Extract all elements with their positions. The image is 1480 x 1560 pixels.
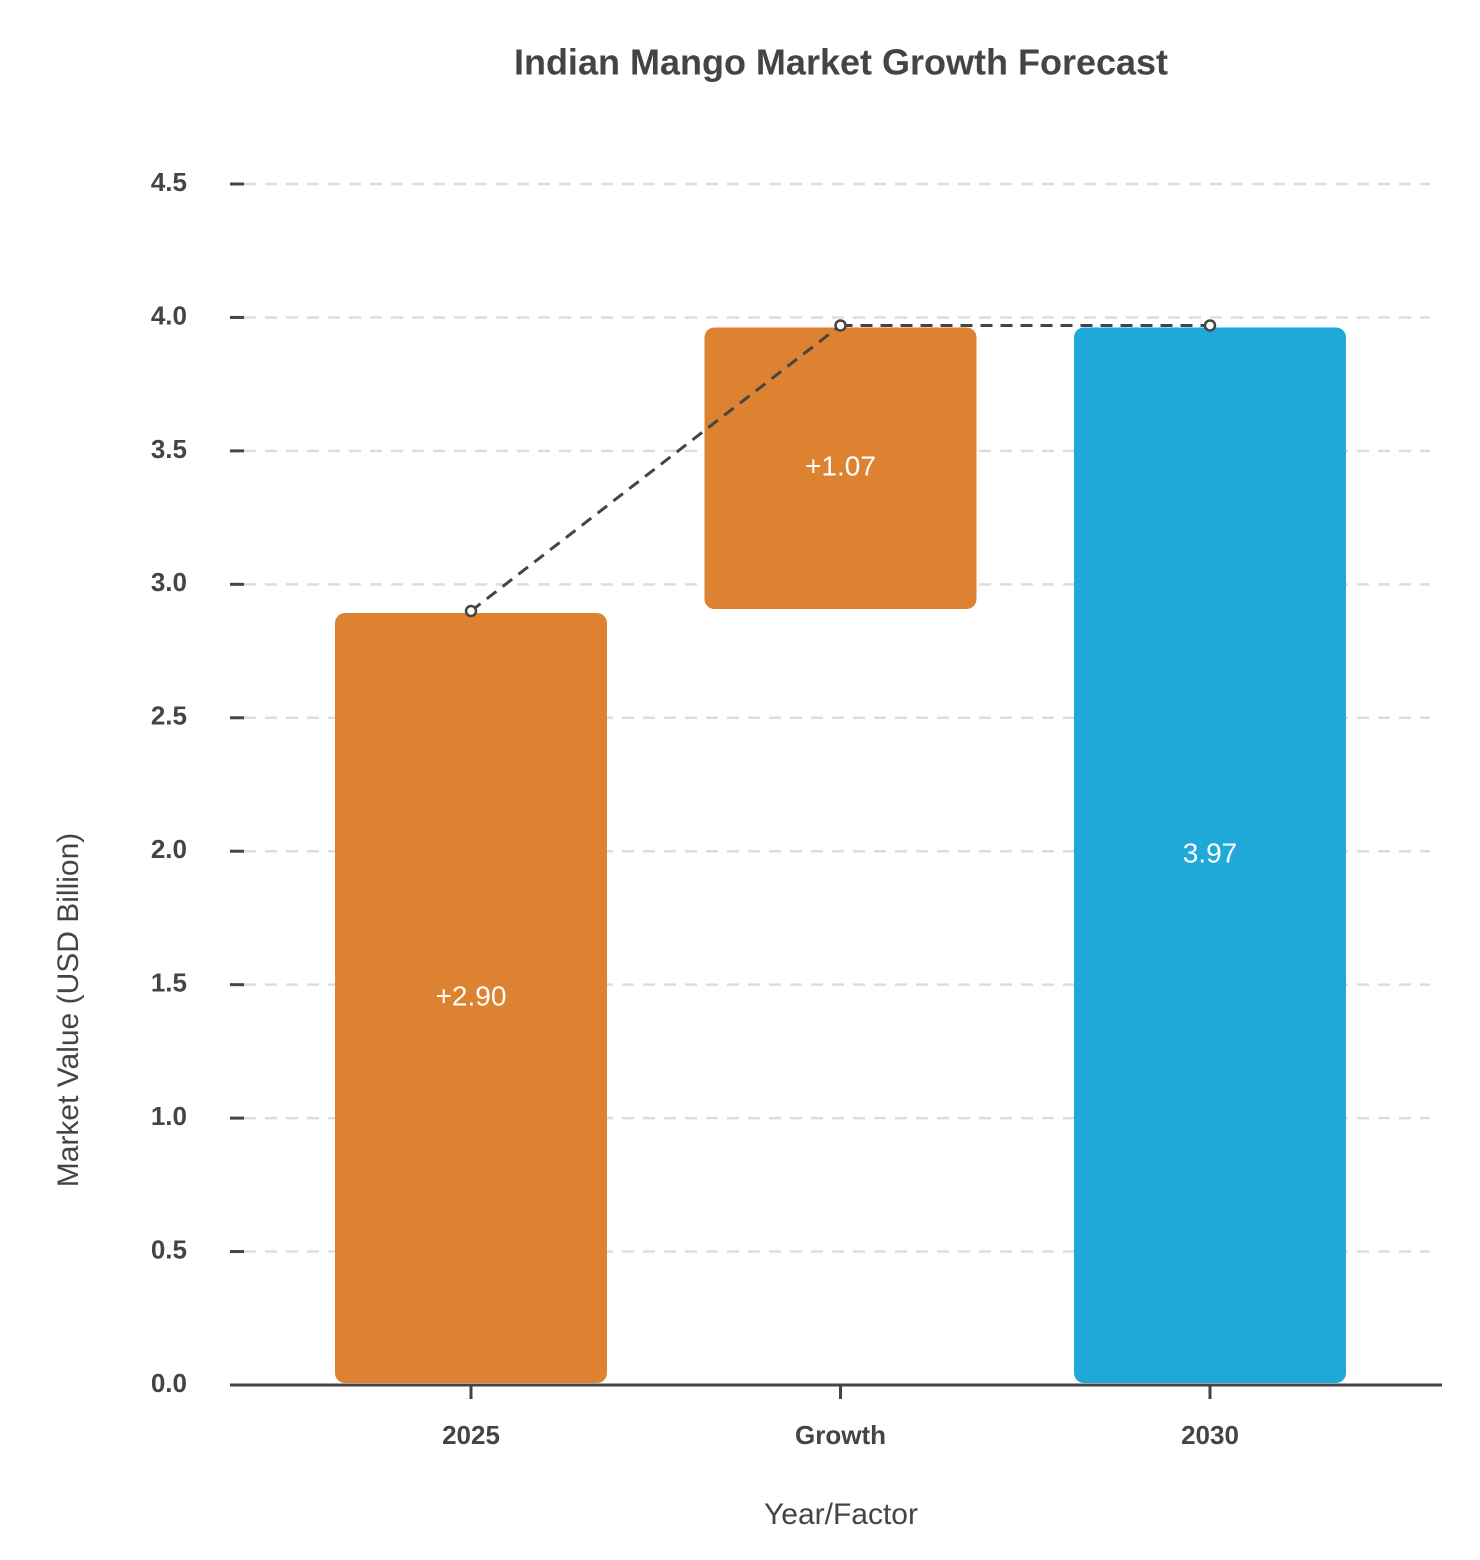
- y-tick-label: 2.5: [151, 701, 187, 731]
- x-tick-label: 2025: [442, 1420, 500, 1450]
- connector-dot: [834, 319, 847, 332]
- y-axis-label: Market Value (USD Billion): [52, 833, 85, 1188]
- y-tick-label: 4.5: [151, 167, 187, 197]
- y-tick-label: 4.0: [151, 300, 187, 330]
- bar: [335, 613, 607, 1383]
- x-tick-label: Growth: [795, 1420, 886, 1450]
- x-tick-label: 2030: [1181, 1420, 1239, 1450]
- chart-title: Indian Mango Market Growth Forecast: [514, 42, 1168, 83]
- connector-dot: [1203, 319, 1217, 332]
- y-tick-label: 0.5: [151, 1234, 187, 1264]
- connector: [470, 324, 842, 613]
- y-tick-label: 0.0: [151, 1368, 187, 1398]
- y-tick-label: 3.5: [151, 434, 187, 464]
- value-label: 3.97: [1183, 838, 1238, 869]
- y-tick-label: 1.0: [151, 1101, 187, 1131]
- value-label: +1.07: [805, 451, 876, 482]
- bar: [1074, 327, 1346, 1383]
- x-axis-label: Year/Factor: [764, 1498, 918, 1531]
- connector-dot: [464, 604, 478, 618]
- value-label: +2.90: [436, 980, 507, 1011]
- y-tick-label: 3.0: [151, 567, 187, 597]
- y-tick-label: 1.5: [151, 968, 187, 998]
- y-tick-label: 2.0: [151, 834, 187, 864]
- bar: [704, 327, 977, 610]
